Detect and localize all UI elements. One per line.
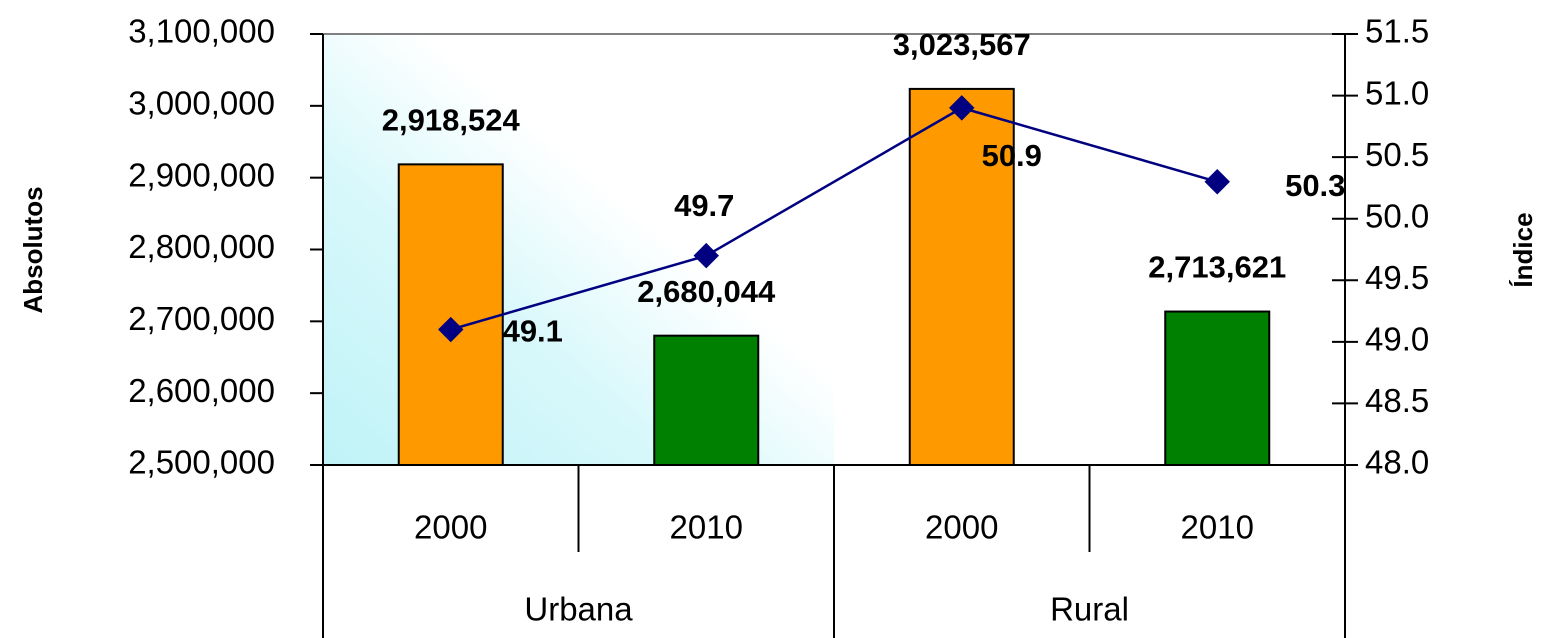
y2-tick-label: 49.0 [1365, 321, 1429, 358]
y-tick-label: 2,500,000 [128, 444, 275, 481]
y2-tick-label: 50.0 [1365, 197, 1429, 234]
y-tick-label: 2,700,000 [128, 300, 275, 337]
x-tick-label: 2010 [670, 509, 743, 546]
bar [908, 87, 1015, 467]
line-value-label: 49.7 [674, 188, 734, 223]
y-tick-label: 3,000,000 [128, 85, 275, 122]
bar [653, 334, 760, 466]
line-value-label: 50.9 [982, 138, 1042, 173]
bar-value-label: 2,918,524 [382, 103, 521, 138]
y-tick-label: 2,600,000 [128, 372, 275, 409]
y2-tick-label: 49.5 [1365, 259, 1429, 296]
y-tick-label: 2,800,000 [128, 228, 275, 265]
line-marker [949, 95, 975, 121]
y2-axis-label: Índice [1508, 212, 1538, 287]
bar-value-label: 3,023,567 [893, 27, 1031, 62]
bar-value-label: 2,680,044 [637, 274, 776, 309]
bar-value-label: 2,713,621 [1148, 250, 1286, 285]
y-tick-label: 3,100,000 [128, 13, 275, 50]
line-marker [693, 242, 719, 269]
y-tick-label: 2,900,000 [128, 156, 275, 193]
line [450, 106, 1218, 331]
line-value-label: 49.1 [503, 314, 563, 349]
y2-tick-label: 50.5 [1365, 136, 1429, 173]
y-axis-label: Absolutos [18, 186, 48, 313]
x-tick-label: 2000 [925, 509, 998, 546]
line-marker [1204, 169, 1230, 195]
x-tick-label: 2000 [414, 509, 487, 546]
y2-tick-label: 51.5 [1365, 13, 1429, 50]
bar [1164, 310, 1271, 466]
y2-tick-label: 48.5 [1365, 382, 1429, 419]
y2-tick-label: 48.0 [1365, 444, 1429, 481]
bar [397, 163, 504, 466]
group-label: Urbana [524, 591, 633, 628]
line-value-label: 50.3 [1285, 168, 1345, 203]
line-marker [438, 316, 464, 343]
group-label: Rural [1050, 591, 1129, 628]
y2-tick-label: 51.0 [1365, 74, 1429, 111]
x-tick-label: 2010 [1181, 509, 1254, 546]
